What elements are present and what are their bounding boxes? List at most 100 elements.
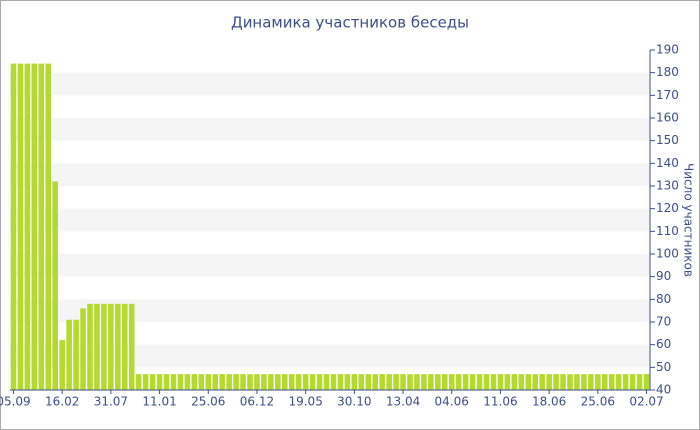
- x-tick-label: 13.04: [386, 395, 420, 409]
- bar: [323, 374, 330, 390]
- bar: [247, 374, 253, 390]
- bar: [108, 303, 114, 390]
- bar: [330, 374, 337, 390]
- y-tick-label: 150: [656, 133, 679, 147]
- y-tick-label: 50: [656, 360, 671, 374]
- bar: [483, 374, 490, 390]
- grid-band: [10, 254, 650, 277]
- bar: [261, 374, 267, 390]
- bar: [469, 374, 476, 390]
- bar: [400, 374, 406, 390]
- bar: [636, 374, 643, 390]
- x-tick-label: 05.09: [0, 395, 31, 409]
- bar: [608, 374, 615, 390]
- bar: [504, 374, 511, 390]
- bar: [476, 374, 483, 390]
- x-tick-label: 02.07: [629, 395, 663, 409]
- x-tick-label: 18.06: [532, 395, 566, 409]
- bar: [511, 374, 518, 390]
- bar: [518, 374, 525, 390]
- x-tick-label: 11.01: [142, 395, 176, 409]
- bar: [184, 374, 191, 390]
- x-tick-label: 11.06: [483, 395, 517, 409]
- bar: [414, 374, 420, 390]
- y-tick-label: 130: [656, 179, 679, 193]
- bar: [386, 374, 392, 390]
- x-tick-label: 30.10: [337, 395, 371, 409]
- bar: [442, 374, 448, 390]
- bar: [372, 374, 378, 390]
- y-tick-label: 160: [656, 111, 679, 125]
- x-tick-label: 25.06: [191, 395, 225, 409]
- y-tick-label: 170: [656, 88, 679, 102]
- y-tick-label: 70: [656, 315, 671, 329]
- bar: [448, 374, 455, 390]
- bar: [38, 63, 45, 390]
- y-tick-label: 110: [656, 224, 679, 238]
- bar: [156, 374, 163, 390]
- bar: [163, 374, 170, 390]
- bar: [358, 374, 365, 390]
- x-tick-label: 04.06: [435, 395, 469, 409]
- bar: [122, 303, 128, 390]
- bar: [17, 63, 24, 390]
- bar: [546, 374, 552, 390]
- bar: [588, 374, 594, 390]
- bar: [560, 374, 566, 390]
- grid-band: [10, 208, 650, 232]
- y-tick-label: 100: [656, 247, 679, 261]
- y-axis-label: Число участников: [682, 163, 696, 277]
- bar: [567, 374, 573, 390]
- grid-band: [10, 72, 650, 96]
- bar: [177, 374, 184, 390]
- bar: [31, 63, 38, 390]
- bar: [205, 374, 212, 390]
- grid-band: [10, 299, 650, 322]
- bar: [115, 303, 121, 390]
- y-tick-label: 120: [656, 201, 679, 215]
- bar: [428, 374, 434, 390]
- bar: [421, 374, 427, 390]
- y-tick-label: 40: [656, 383, 671, 397]
- bar: [295, 374, 302, 390]
- bar: [351, 374, 358, 390]
- bar: [490, 374, 497, 390]
- bar: [539, 374, 545, 390]
- bar: [10, 63, 17, 390]
- x-tick-label: 16.02: [45, 395, 79, 409]
- bar: [316, 374, 323, 390]
- bar: [302, 374, 309, 390]
- bar: [282, 374, 288, 390]
- bar: [52, 181, 58, 390]
- bar: [73, 319, 79, 390]
- bar: [142, 374, 149, 390]
- bar: [553, 374, 559, 390]
- bar: [80, 308, 86, 390]
- bar: [233, 374, 239, 390]
- bar: [309, 374, 316, 390]
- bar: [622, 374, 629, 390]
- bar: [191, 374, 198, 390]
- bar: [59, 340, 65, 390]
- bar: [170, 374, 177, 390]
- grid-band: [10, 118, 650, 141]
- y-tick-label: 180: [656, 65, 679, 79]
- bar: [135, 374, 142, 390]
- x-tick-label: 31.07: [94, 395, 128, 409]
- bar: [615, 374, 622, 390]
- y-tick-label: 80: [656, 292, 671, 306]
- bar: [149, 374, 156, 390]
- bar: [219, 374, 225, 390]
- bar: [254, 374, 260, 390]
- bar: [379, 374, 385, 390]
- bar: [581, 374, 587, 390]
- bar: [275, 374, 281, 390]
- y-tick-label: 190: [656, 43, 679, 57]
- bar: [288, 374, 295, 390]
- bar: [497, 374, 504, 390]
- chart-title: Динамика участников беседы: [231, 14, 469, 32]
- bar: [629, 374, 636, 390]
- bar: [45, 63, 52, 390]
- bar: [226, 374, 232, 390]
